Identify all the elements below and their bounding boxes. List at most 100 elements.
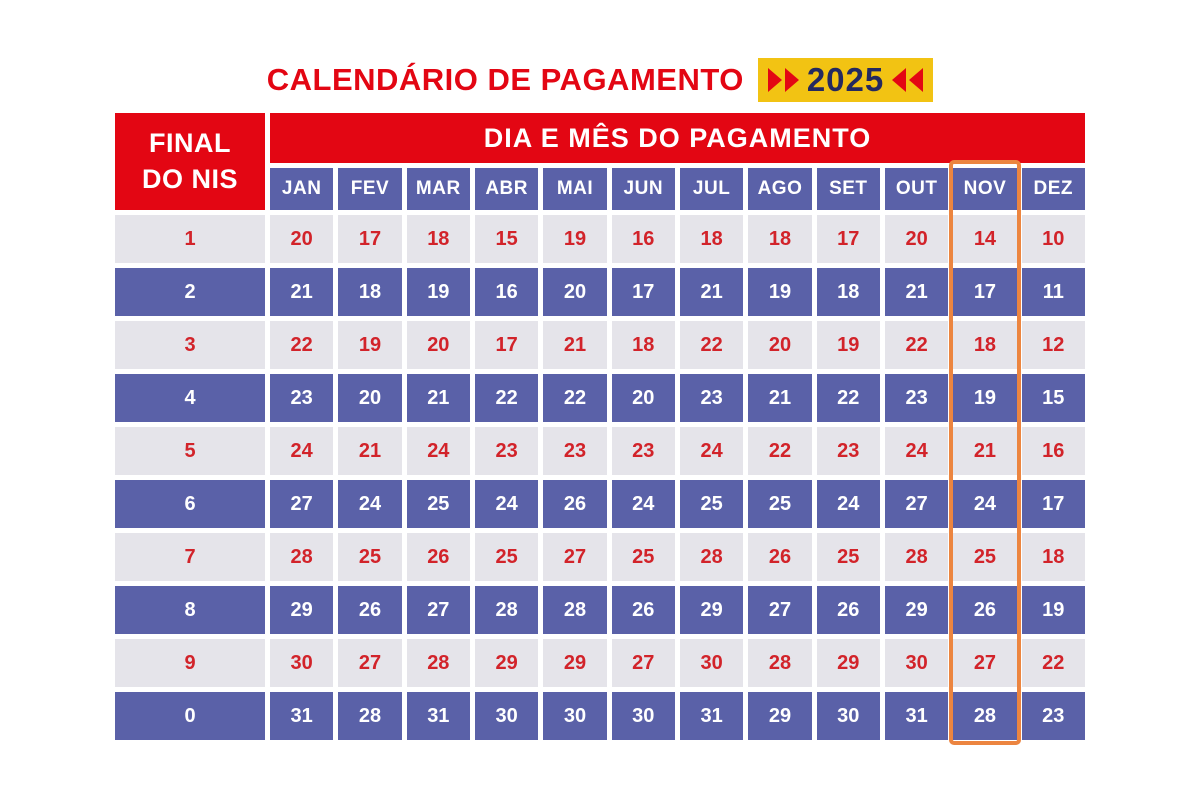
payment-day-set-nis8: 26 bbox=[816, 586, 880, 634]
payment-day-jun-nis9: 27 bbox=[611, 639, 675, 687]
payment-day-jun-nis5: 23 bbox=[611, 427, 675, 475]
nis-final-digit-2: 2 bbox=[115, 268, 265, 316]
payment-day-nov-nis5: 21 bbox=[953, 427, 1017, 475]
payment-day-jul-nis7: 28 bbox=[679, 533, 744, 581]
nis-final-digit-3: 3 bbox=[115, 321, 265, 369]
payment-day-set-nis5: 23 bbox=[816, 427, 880, 475]
payment-day-ago-nis5: 22 bbox=[748, 427, 812, 475]
payment-day-mar-nis6: 25 bbox=[406, 480, 470, 528]
payment-day-mar-nis2: 19 bbox=[406, 268, 470, 316]
payment-day-nov-nis6: 24 bbox=[953, 480, 1017, 528]
payment-day-dez-nis3: 12 bbox=[1021, 321, 1085, 369]
month-header-abr: ABR bbox=[474, 168, 539, 210]
payment-day-jun-nis7: 25 bbox=[611, 533, 675, 581]
nis-final-digit-6: 6 bbox=[115, 480, 265, 528]
payment-day-out-nis2: 21 bbox=[884, 268, 949, 316]
payment-day-mar-nis7: 26 bbox=[406, 533, 470, 581]
payment-day-set-nis4: 22 bbox=[816, 374, 880, 422]
payment-day-abr-nis5: 23 bbox=[474, 427, 539, 475]
payment-day-dez-nis8: 19 bbox=[1021, 586, 1085, 634]
payment-day-fev-nis4: 20 bbox=[338, 374, 402, 422]
nis-row-9: 9 30 27 28 29 29 27 30 28 29 30 27 22 bbox=[115, 639, 1085, 687]
month-header-jan: JAN bbox=[270, 168, 334, 210]
payment-day-jan-nis3: 22 bbox=[270, 321, 334, 369]
payment-day-nov-nis9: 27 bbox=[953, 639, 1017, 687]
payment-day-dez-nis0: 23 bbox=[1021, 692, 1085, 740]
payment-day-ago-nis8: 27 bbox=[748, 586, 812, 634]
page-title: CALENDÁRIO DE PAGAMENTO bbox=[266, 62, 744, 97]
payment-day-dez-nis5: 16 bbox=[1021, 427, 1085, 475]
month-header-out: OUT bbox=[884, 168, 949, 210]
payment-day-jan-nis0: 31 bbox=[270, 692, 334, 740]
payment-day-out-nis4: 23 bbox=[884, 374, 949, 422]
payment-day-mai-nis0: 30 bbox=[543, 692, 607, 740]
payment-day-out-nis1: 20 bbox=[884, 215, 949, 263]
payment-day-jun-nis3: 18 bbox=[611, 321, 675, 369]
payment-day-out-nis0: 31 bbox=[884, 692, 949, 740]
nis-header-line2: DO NIS bbox=[141, 163, 238, 194]
nis-row-6: 6 27 24 25 24 26 24 25 25 24 27 24 17 bbox=[115, 480, 1085, 528]
month-header-mai: MAI bbox=[543, 168, 607, 210]
nis-row-2: 2 21 18 19 16 20 17 21 19 18 21 17 11 bbox=[115, 268, 1085, 316]
payment-day-out-nis7: 28 bbox=[884, 533, 949, 581]
nis-final-digit-7: 7 bbox=[115, 533, 265, 581]
payment-day-mar-nis8: 27 bbox=[406, 586, 470, 634]
payment-day-nov-nis4: 19 bbox=[953, 374, 1017, 422]
payment-day-mar-nis4: 21 bbox=[406, 374, 470, 422]
payment-day-dez-nis4: 15 bbox=[1021, 374, 1085, 422]
nis-final-digit-4: 4 bbox=[115, 374, 265, 422]
payment-day-abr-nis6: 24 bbox=[474, 480, 539, 528]
payment-day-jan-nis7: 28 bbox=[270, 533, 334, 581]
payment-day-mai-nis3: 21 bbox=[543, 321, 607, 369]
payment-day-set-nis1: 17 bbox=[816, 215, 880, 263]
nis-row-5: 5 24 21 24 23 23 23 24 22 23 24 21 16 bbox=[115, 427, 1085, 475]
month-header-jun: JUN bbox=[611, 168, 675, 210]
payment-day-out-nis8: 29 bbox=[884, 586, 949, 634]
payment-day-out-nis5: 24 bbox=[884, 427, 949, 475]
month-header-jul: JUL bbox=[679, 168, 744, 210]
payment-day-abr-nis3: 17 bbox=[474, 321, 539, 369]
payment-day-dez-nis6: 17 bbox=[1021, 480, 1085, 528]
payment-day-mai-nis9: 29 bbox=[543, 639, 607, 687]
payment-day-fev-nis0: 28 bbox=[338, 692, 402, 740]
nis-row-1: 1 20 17 18 15 19 16 18 18 17 20 14 10 bbox=[115, 215, 1085, 263]
payment-day-abr-nis1: 15 bbox=[474, 215, 539, 263]
payment-day-abr-nis8: 28 bbox=[474, 586, 539, 634]
payment-day-jul-nis8: 29 bbox=[679, 586, 744, 634]
month-header-dez: DEZ bbox=[1021, 168, 1085, 210]
payment-day-mar-nis3: 20 bbox=[406, 321, 470, 369]
nis-row-4: 4 23 20 21 22 22 20 23 21 22 23 19 15 bbox=[115, 374, 1085, 422]
payment-day-jul-nis5: 24 bbox=[679, 427, 744, 475]
month-header-set: SET bbox=[816, 168, 880, 210]
page-title-bar: CALENDÁRIO DE PAGAMENTO 2025 bbox=[0, 58, 1200, 102]
payment-day-ago-nis2: 19 bbox=[748, 268, 812, 316]
nis-row-3: 3 22 19 20 17 21 18 22 20 19 22 18 12 bbox=[115, 321, 1085, 369]
payment-day-set-nis6: 24 bbox=[816, 480, 880, 528]
nis-header-line1: FINAL bbox=[149, 128, 231, 159]
main-header: DIA E MÊS DO PAGAMENTO bbox=[270, 113, 1085, 163]
payment-day-mar-nis1: 18 bbox=[406, 215, 470, 263]
nis-final-digit-5: 5 bbox=[115, 427, 265, 475]
payment-day-abr-nis0: 30 bbox=[474, 692, 539, 740]
nis-final-digit-0: 0 bbox=[115, 692, 265, 740]
payment-day-mar-nis9: 28 bbox=[406, 639, 470, 687]
payment-day-fev-nis6: 24 bbox=[338, 480, 402, 528]
month-header-row: JAN FEV MAR ABR MAI JUN JUL AGO SET OUT NOV DEZ bbox=[270, 168, 1085, 210]
year-label: 2025 bbox=[806, 61, 885, 98]
payment-day-ago-nis9: 28 bbox=[748, 639, 812, 687]
payment-day-jul-nis0: 31 bbox=[679, 692, 744, 740]
payment-day-jul-nis3: 22 bbox=[679, 321, 744, 369]
payment-day-jan-nis5: 24 bbox=[270, 427, 334, 475]
payment-day-set-nis0: 30 bbox=[816, 692, 880, 740]
payment-day-mai-nis7: 27 bbox=[543, 533, 607, 581]
nis-final-digit-8: 8 bbox=[115, 586, 265, 634]
payment-day-mar-nis0: 31 bbox=[406, 692, 470, 740]
payment-day-dez-nis9: 22 bbox=[1021, 639, 1085, 687]
payment-day-ago-nis6: 25 bbox=[748, 480, 812, 528]
payment-day-nov-nis7: 25 bbox=[953, 533, 1017, 581]
payment-day-nov-nis1: 14 bbox=[953, 215, 1017, 263]
payment-day-out-nis9: 30 bbox=[884, 639, 949, 687]
payment-day-ago-nis0: 29 bbox=[748, 692, 812, 740]
table-header-block: FINAL DO NIS DIA E MÊS DO PAGAMENTO JAN F… bbox=[115, 113, 1085, 210]
payment-day-nov-nis8: 26 bbox=[953, 586, 1017, 634]
